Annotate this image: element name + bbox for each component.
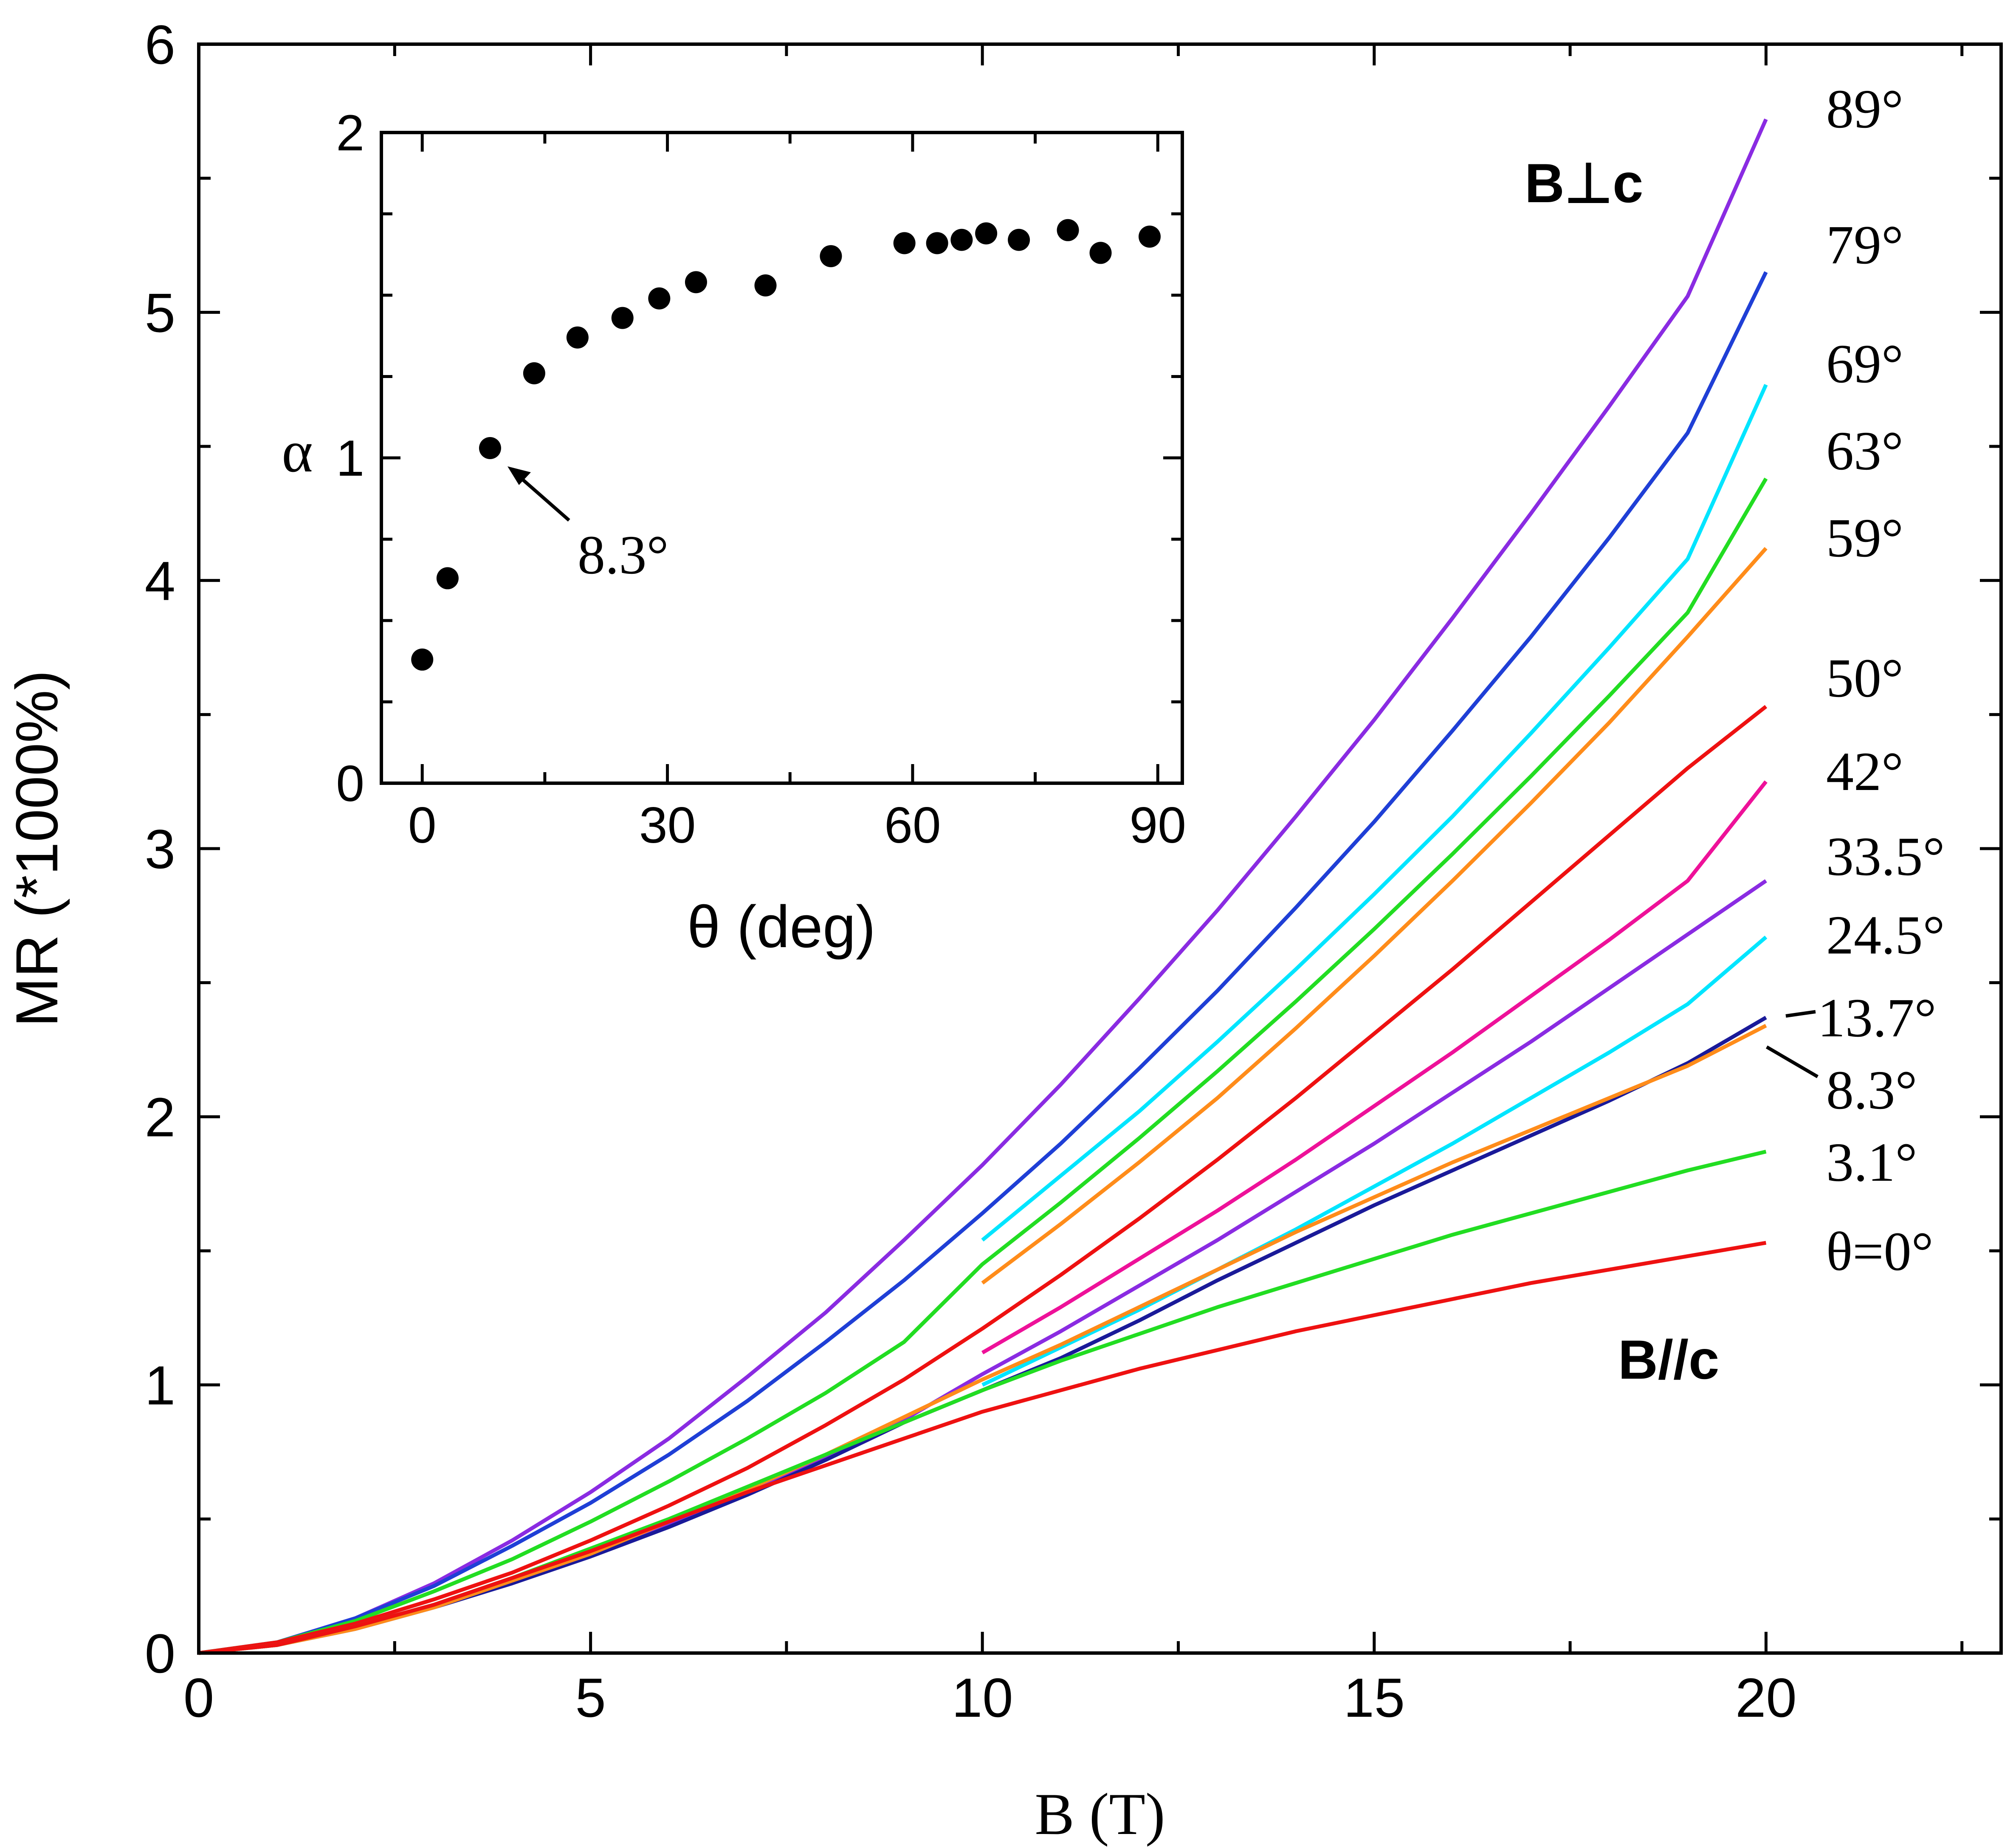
inset-x-axis-title: θ (deg) (687, 893, 876, 960)
series-label-69: 69° (1826, 333, 1903, 395)
label-leader-13-7 (1785, 1010, 1816, 1018)
y-tick-label: 3 (145, 818, 175, 880)
label-leader-8-3 (1765, 1045, 1819, 1078)
y-tick-label: 6 (145, 14, 175, 76)
inset-point (648, 287, 671, 310)
series-label-13-7: 13.7° (1818, 987, 1937, 1049)
main-x-axis-title: B (T) (1035, 1781, 1165, 1847)
inset-point (950, 229, 973, 251)
series-label-8-3: 8.3° (1826, 1060, 1917, 1121)
inset-x-tick-label: 0 (408, 797, 437, 854)
series-label-42: 42° (1826, 741, 1903, 802)
inset-annotation-arrowhead (507, 466, 531, 485)
inset-y-tick-label: 1 (336, 430, 364, 487)
inset-point (685, 271, 707, 293)
inset-points-group (411, 219, 1161, 671)
inset-y-tick-label: 2 (336, 104, 364, 161)
inset-x-tick-label: 30 (639, 797, 696, 854)
inset-x-tick-label: 60 (884, 797, 941, 854)
y-tick-label: 2 (145, 1086, 175, 1148)
inset-point (893, 232, 916, 254)
series-label-3-1: 3.1° (1826, 1132, 1917, 1193)
inset-annotation-arrow-line (516, 473, 570, 522)
inset-point (611, 307, 634, 329)
x-tick-label: 5 (575, 1667, 606, 1729)
series-label-63: 63° (1826, 420, 1903, 482)
inset-point (754, 274, 777, 297)
series-labels: 89° 79° 69° 63° 59° 50° 42° 33.5° 24.5° … (1765, 79, 1945, 1282)
series-line-0 (198, 118, 1768, 1655)
b-parallel-c-annotation: B//c (1618, 1329, 1719, 1391)
inset-point (926, 232, 948, 254)
inset-point (436, 567, 459, 590)
series-label-24-5: 24.5° (1826, 905, 1945, 966)
series-label-50: 50° (1826, 648, 1903, 709)
series-line-12 (198, 1241, 1767, 1655)
series-line-4 (981, 547, 1768, 1285)
x-tick-label: 15 (1344, 1667, 1405, 1729)
series-label-89: 89° (1826, 79, 1903, 140)
inset-x-ticks: 0 30 60 90 (408, 133, 1186, 854)
y-tick-label: 1 (145, 1354, 175, 1416)
series-label-33-5: 33.5° (1826, 826, 1945, 887)
main-x-ticks: 0 5 10 15 20 (183, 44, 1964, 1729)
inset-background (381, 133, 1182, 783)
series-line-3 (198, 477, 1768, 1655)
inset-point (566, 326, 589, 349)
inset-point (1057, 219, 1079, 241)
y-tick-label: 4 (145, 550, 175, 612)
inset-plot: 0 30 60 90 0 1 2 θ (deg) α 8.3° (282, 104, 1186, 960)
series-line-5 (198, 705, 1768, 1655)
inset-point (411, 648, 434, 671)
inset-y-tick-label: 0 (336, 755, 364, 812)
series-line-10 (198, 1024, 1767, 1655)
series-label-0: θ=0° (1826, 1221, 1934, 1282)
inset-point-annotation: 8.3° (578, 525, 669, 586)
main-y-ticks: 0 1 2 3 4 5 6 (145, 14, 2001, 1684)
inset-y-axis-title: α (282, 419, 313, 485)
b-perpendicular-c-annotation: B⊥c (1525, 152, 1643, 214)
series-line-8 (981, 935, 1768, 1387)
x-tick-label: 0 (183, 1667, 214, 1729)
main-series-group (198, 118, 1768, 1655)
inset-point (1008, 229, 1030, 251)
inset-y-ticks: 0 1 2 (336, 104, 1182, 812)
inset-point (1139, 226, 1161, 248)
series-label-79: 79° (1826, 214, 1903, 276)
inset-point (1089, 242, 1112, 264)
series-line-6 (981, 780, 1768, 1354)
inset-point (820, 245, 842, 268)
inset-point (975, 222, 998, 245)
x-tick-label: 20 (1735, 1667, 1797, 1729)
series-line-1 (198, 271, 1768, 1655)
main-y-axis-title: MR (*1000%) (3, 670, 70, 1027)
y-tick-label: 0 (145, 1622, 175, 1684)
series-label-59: 59° (1826, 508, 1903, 569)
inset-point (523, 362, 545, 384)
inset-point (479, 437, 501, 460)
inset-x-tick-label: 90 (1130, 797, 1186, 854)
x-tick-label: 10 (952, 1667, 1013, 1729)
series-line-2 (981, 384, 1768, 1242)
y-tick-label: 5 (145, 282, 175, 344)
